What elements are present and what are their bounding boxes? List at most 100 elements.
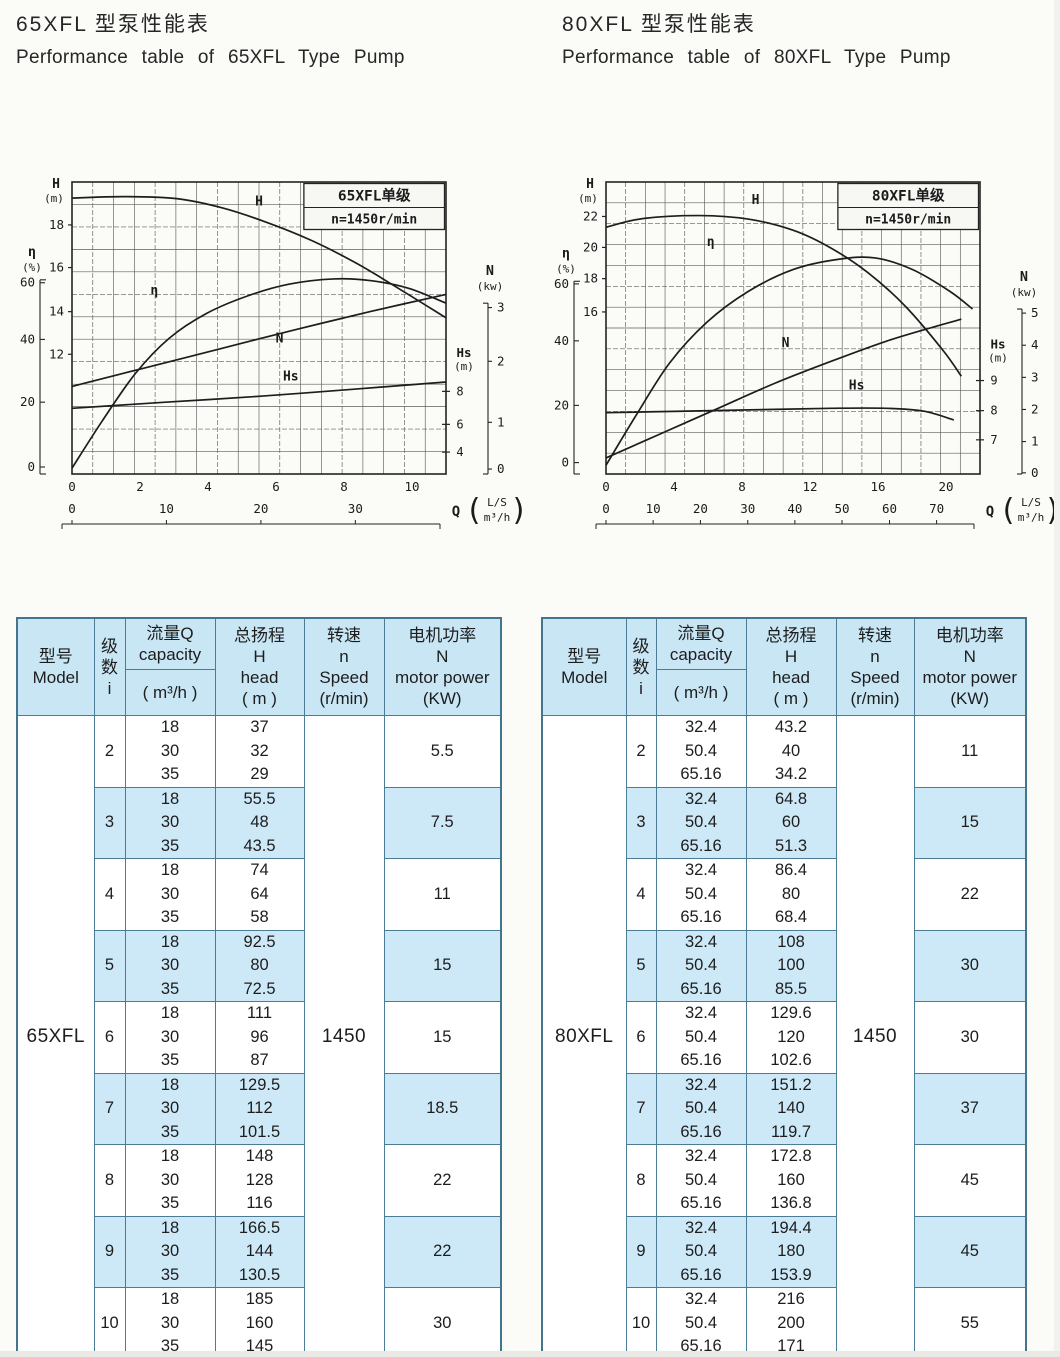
h-tick-label: 16 xyxy=(583,304,598,319)
head-values-line: 148 xyxy=(245,1147,274,1165)
legend-speed: n=1450r/min xyxy=(865,213,951,228)
capacity-values-line: 30 xyxy=(160,1027,180,1046)
head-values-line: 34.2 xyxy=(774,765,808,783)
head-values: 166.5 144 130.5 xyxy=(214,1215,305,1288)
hs-tick-label: 8 xyxy=(456,384,463,398)
n-tick-label: 1 xyxy=(1031,434,1039,449)
head-values-line: 87 xyxy=(250,1051,269,1069)
head-values: 194.4 180 153.9 xyxy=(745,1215,837,1288)
curve-label-N: N xyxy=(782,336,790,351)
head-values-line: 48 xyxy=(250,813,269,831)
header-model-zh: 型号 xyxy=(567,647,602,666)
capacity-values-line: 32.4 xyxy=(684,1147,718,1165)
motor-power-value: 30 xyxy=(913,1001,1027,1074)
chart-grid xyxy=(605,181,981,475)
head-values: 172.8 160 136.8 xyxy=(745,1144,837,1217)
x-tick-m3h: 50 xyxy=(834,501,849,516)
motor-power-value: 30 xyxy=(913,929,1027,1002)
head-values-line: 55.5 xyxy=(243,789,276,808)
capacity-values-line: 32.4 xyxy=(684,789,718,808)
eta-tick-label: 20 xyxy=(554,397,569,412)
capacity-values: 32.4 50.4 65.16 xyxy=(655,858,747,931)
x-tick-m3h: 0 xyxy=(602,501,610,516)
stage-count: 10 xyxy=(625,1287,657,1357)
table-row: 80XFL 2 32.4 50.4 65.16 43.2 40 34.2 1450 11 xyxy=(541,715,1027,1357)
n-tick-label: 1 xyxy=(497,414,505,429)
capacity-values: 32.4 50.4 65.16 xyxy=(655,1287,747,1357)
head-values-line: 68.4 xyxy=(774,908,808,926)
n-axis-name: N xyxy=(486,263,494,279)
capacity-values: 32.4 50.4 65.16 xyxy=(655,715,747,788)
capacity-values: 32.4 50.4 65.16 xyxy=(655,1072,747,1145)
head-values: 216 200 171 xyxy=(745,1287,837,1357)
col-header-model: 型号 Model xyxy=(16,617,95,716)
chart-border xyxy=(605,181,981,475)
head-values: 92.5 80 72.5 xyxy=(214,929,305,1002)
n-tick-label: 2 xyxy=(1031,401,1039,416)
capacity-values-line: 65.16 xyxy=(680,979,722,998)
header-stage-i: i xyxy=(639,678,643,698)
motor-power-value: 15 xyxy=(383,929,502,1002)
head-values-line: 92.5 xyxy=(243,932,276,951)
head-values: 129.5 112 101.5 xyxy=(214,1072,305,1145)
head-values-line: 160 xyxy=(777,1170,805,1189)
eta-tick-label: 60 xyxy=(20,275,35,290)
section-title-80xfl: 80XFL 型泵性能表 Performance table of 80XFL T… xyxy=(562,8,951,69)
head-values-line: 32 xyxy=(250,741,269,760)
stage-count: 3 xyxy=(625,786,657,859)
x-tick-m3h: 30 xyxy=(740,501,755,516)
head-values: 111 96 87 xyxy=(214,1001,305,1074)
performance-table-80xfl: 型号 Model 级 数 i 流量Q capacity ( m³/h ) 总扬程 xyxy=(541,617,1027,1357)
capacity-values-line: 32.4 xyxy=(684,718,718,736)
head-values: 151.2 140 119.7 xyxy=(745,1072,837,1145)
head-values-line: 102.6 xyxy=(770,1051,812,1069)
curve-H xyxy=(605,214,962,377)
stage-count: 5 xyxy=(93,929,126,1002)
motor-power-value: 7.5 xyxy=(383,786,502,859)
motor-power-value: 15 xyxy=(383,1001,502,1074)
header-stage-zh1: 级 xyxy=(101,636,118,656)
curve-H xyxy=(71,195,447,319)
capacity-values-line: 35 xyxy=(160,1265,180,1284)
curve-label-η: η xyxy=(150,283,158,298)
table-row: 65XFL 2 18 30 35 37 32 29 1450 5.5 xyxy=(16,715,502,1357)
motor-power-value: 55 xyxy=(913,1287,1027,1357)
capacity-values-line: 50.4 xyxy=(684,1242,718,1260)
head-values-line: 43.5 xyxy=(243,836,276,855)
capacity-values: 18 30 35 xyxy=(124,1001,216,1074)
head-values-line: 129.6 xyxy=(770,1004,812,1022)
n-axis-unit: (kw) xyxy=(477,280,504,293)
head-values-line: 29 xyxy=(250,765,269,783)
head-values-line: 172.8 xyxy=(770,1147,812,1165)
header-model-en: Model xyxy=(32,668,79,687)
hs-axis-name: Hs xyxy=(456,345,471,360)
col-header-power: 电机功率 N motor power (KW) xyxy=(913,617,1027,716)
curve-label-Hs: Hs xyxy=(849,378,865,393)
eta-tick-label: 0 xyxy=(561,455,569,470)
curve-Hs xyxy=(605,407,955,421)
legend-speed: n=1450r/min xyxy=(331,213,417,228)
h-tick-label: 20 xyxy=(583,239,598,254)
capacity-values-line: 30 xyxy=(160,813,180,831)
q-paren-open: ( xyxy=(999,493,1017,528)
performance-chart-80xfl: HηNHs80XFL单级n=1450r/minH(m)22201816η(%)6… xyxy=(554,177,1060,529)
h-axis-unit: (m) xyxy=(44,192,64,205)
stage-count: 6 xyxy=(93,1001,126,1074)
capacity-values-line: 18 xyxy=(160,1218,180,1237)
h-axis-name: H xyxy=(586,177,594,192)
head-values-line: 144 xyxy=(245,1242,274,1260)
motor-power-value: 11 xyxy=(383,858,502,931)
capacity-values-line: 32.4 xyxy=(684,932,718,951)
capacity-values-line: 35 xyxy=(160,1122,180,1141)
table-row: 6 18 30 35 111 96 87 15 xyxy=(17,1001,502,1074)
head-values: 55.5 48 43.5 xyxy=(214,786,305,859)
hs-tick-label: 9 xyxy=(990,374,997,388)
capacity-values-line: 18 xyxy=(160,861,180,879)
speed-value: 1450 xyxy=(835,715,915,1357)
capacity-values-line: 35 xyxy=(160,1051,180,1069)
capacity-values-line: 35 xyxy=(160,1194,180,1212)
stage-count: 7 xyxy=(93,1072,126,1145)
x-tick-m3h: 10 xyxy=(159,501,174,516)
q-paren-close: ) xyxy=(510,493,526,528)
capacity-values-line: 18 xyxy=(160,1075,180,1094)
